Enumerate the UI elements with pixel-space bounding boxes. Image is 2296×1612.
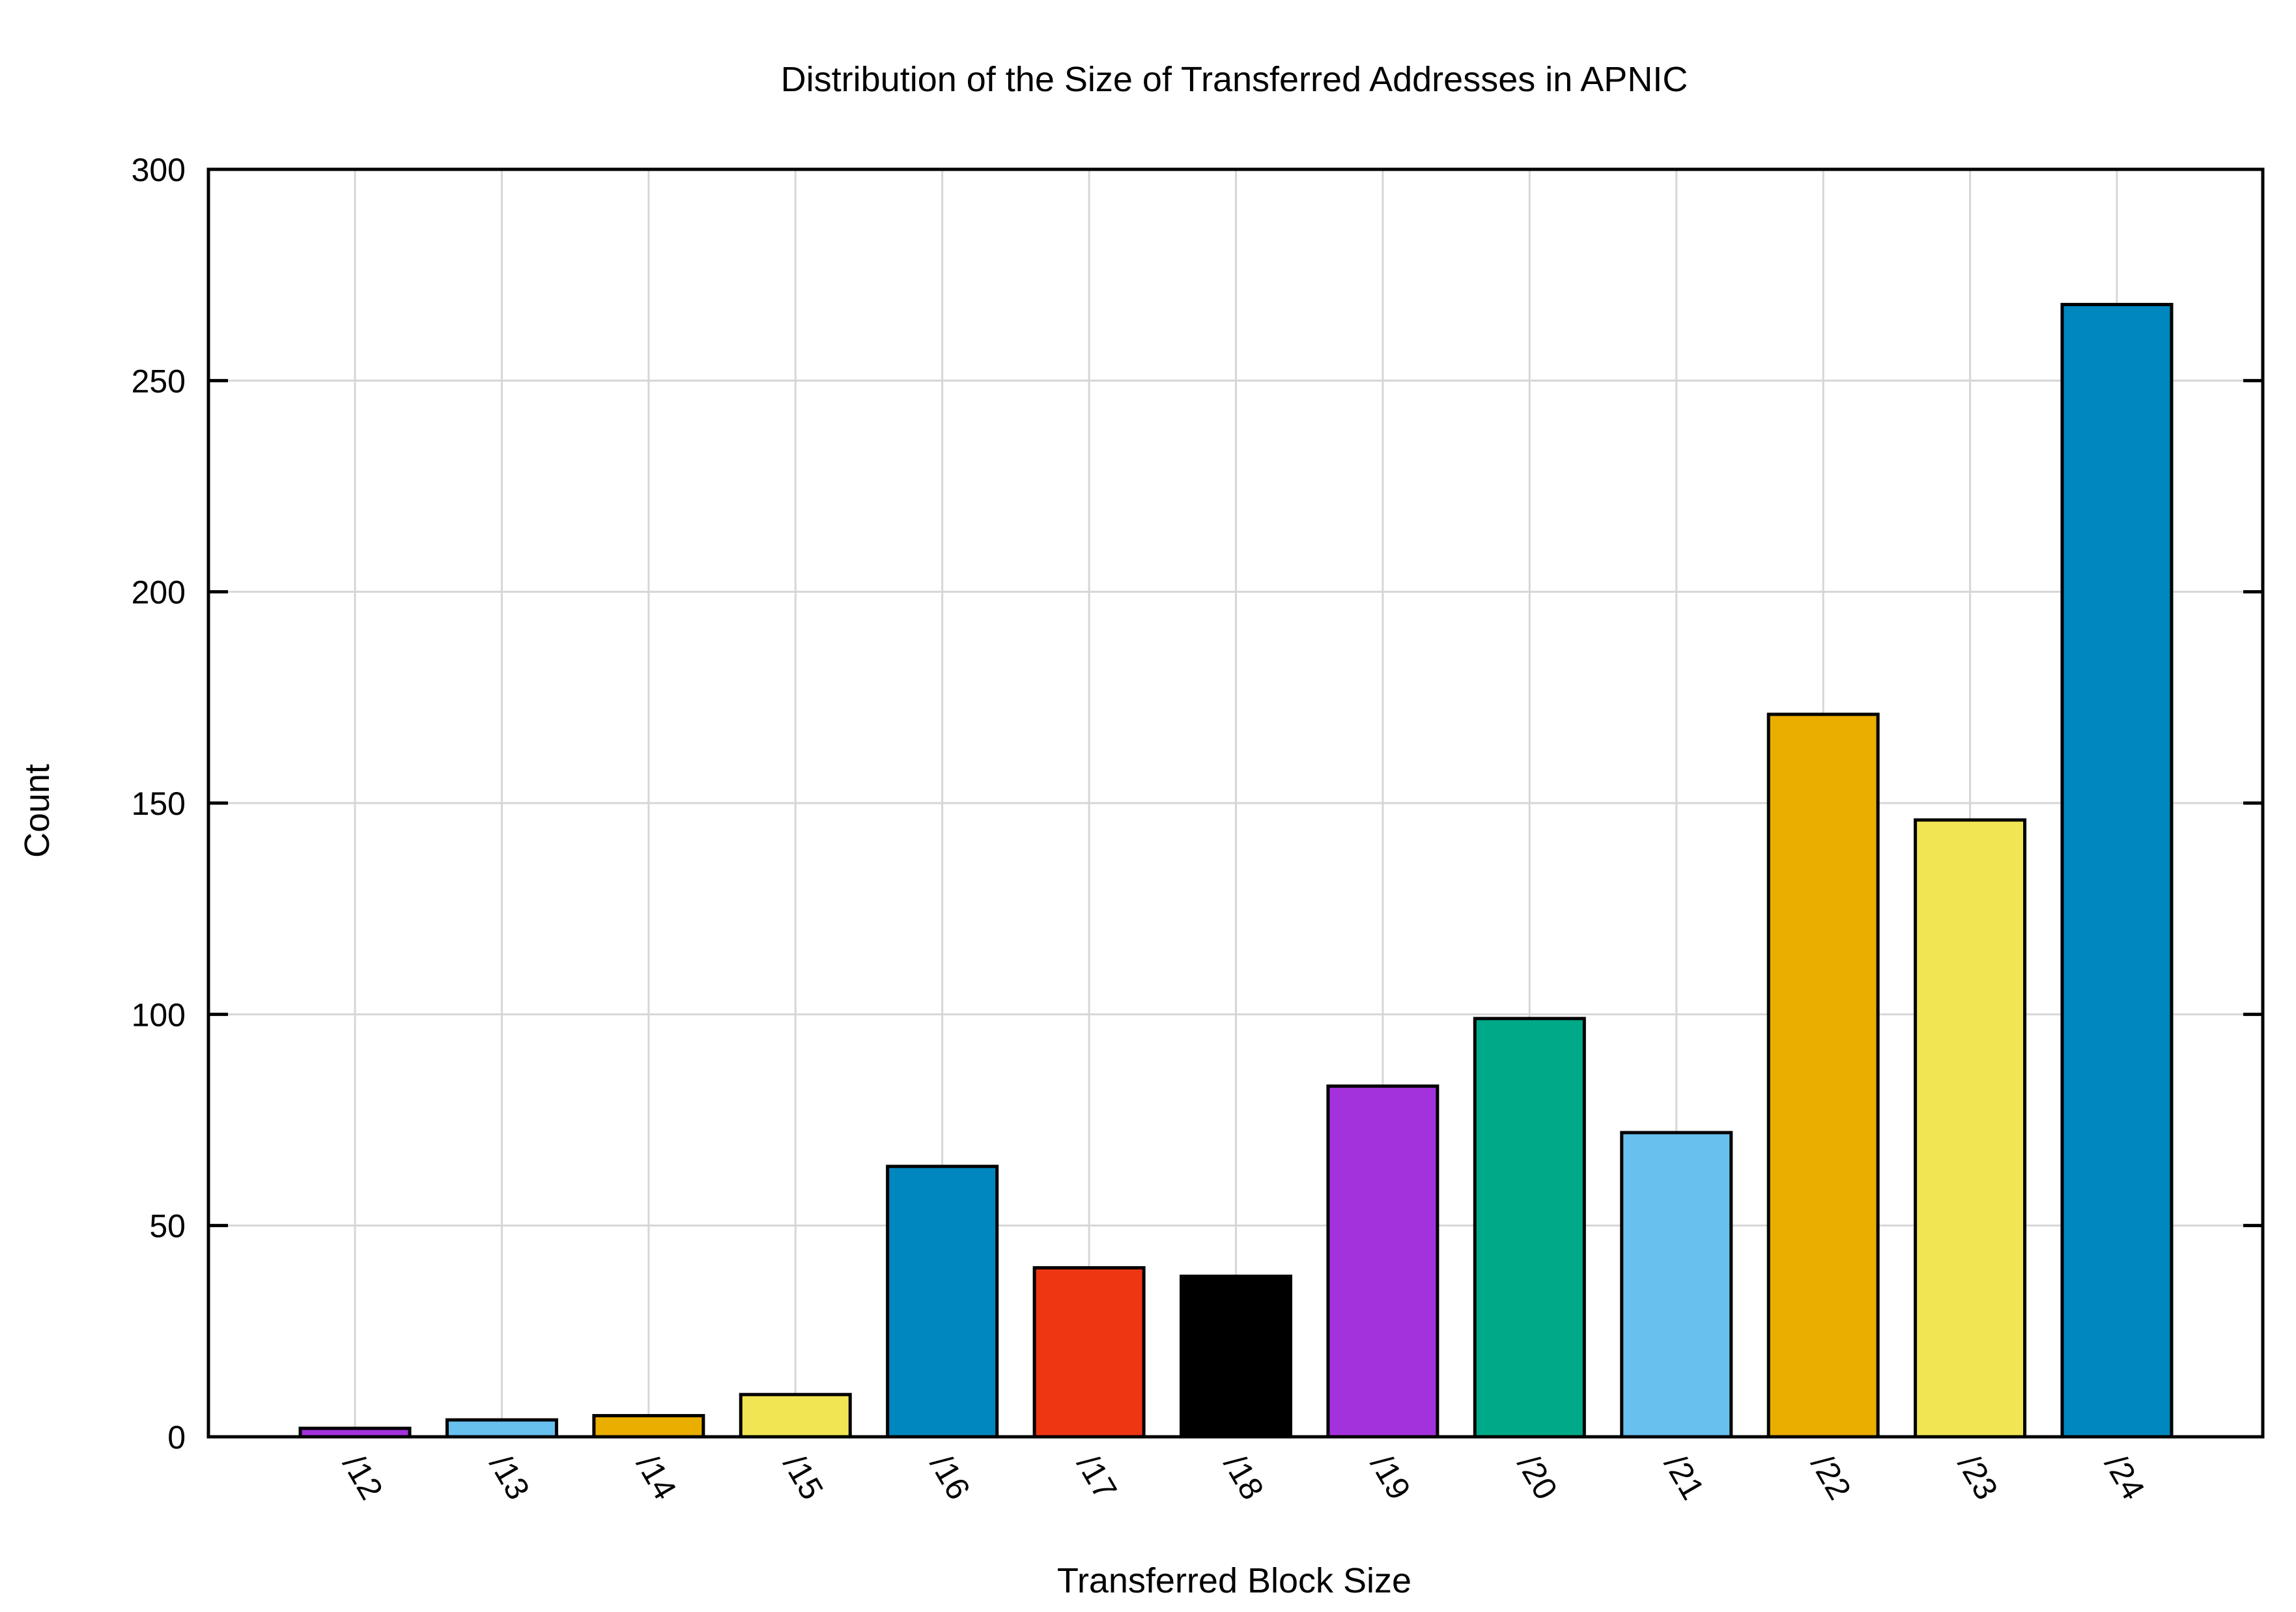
- y-tick-label: 50: [149, 1208, 186, 1245]
- y-tick-label: 200: [132, 574, 186, 611]
- y-tick-label: 150: [132, 785, 186, 822]
- y-axis-label: Count: [18, 764, 57, 858]
- bar-18: [1180, 1275, 1292, 1439]
- x-tick-label: /12: [335, 1449, 390, 1506]
- x-tick-label: /20: [1510, 1449, 1565, 1506]
- x-tick-label: /22: [1804, 1449, 1858, 1506]
- x-tick-label: /15: [776, 1449, 830, 1506]
- y-tick-label: 300: [132, 152, 186, 188]
- bar-17: [1032, 1266, 1146, 1439]
- bar-14: [592, 1414, 705, 1439]
- bar-16: [886, 1165, 999, 1439]
- x-tick-label: /24: [2097, 1449, 2151, 1506]
- x-tick-label: /18: [1217, 1449, 1271, 1506]
- bar-20: [1473, 1017, 1586, 1439]
- bars: [298, 303, 2174, 1439]
- bar-13: [445, 1418, 558, 1439]
- y-tick-label: 0: [167, 1419, 186, 1456]
- bar-19: [1326, 1084, 1439, 1439]
- bar-22: [1766, 713, 1880, 1439]
- x-tick-label: /19: [1363, 1449, 1417, 1506]
- x-tick-label: /13: [483, 1449, 537, 1506]
- y-tick-label: 250: [132, 363, 186, 399]
- y-axis-ticks: 0 50 100 150 200 250 300: [132, 152, 2263, 1456]
- x-axis-label: Transferred Block Size: [1057, 1561, 1411, 1600]
- x-axis-ticks: /12/13/14/15/16/17/18/19/20/21/22/23/24: [335, 1449, 2151, 1506]
- y-tick-label: 100: [132, 997, 186, 1033]
- chart-title: Distribution of the Size of Transferred …: [781, 60, 1688, 99]
- x-tick-label: /17: [1070, 1449, 1124, 1506]
- x-tick-label: /16: [923, 1449, 977, 1506]
- x-tick-label: /23: [1951, 1449, 2005, 1506]
- bar-23: [1914, 818, 2027, 1439]
- bar-21: [1620, 1131, 1733, 1439]
- x-tick-label: /14: [629, 1449, 683, 1506]
- bar-15: [739, 1393, 852, 1439]
- bar-24: [2060, 303, 2174, 1439]
- x-tick-label: /21: [1657, 1449, 1711, 1506]
